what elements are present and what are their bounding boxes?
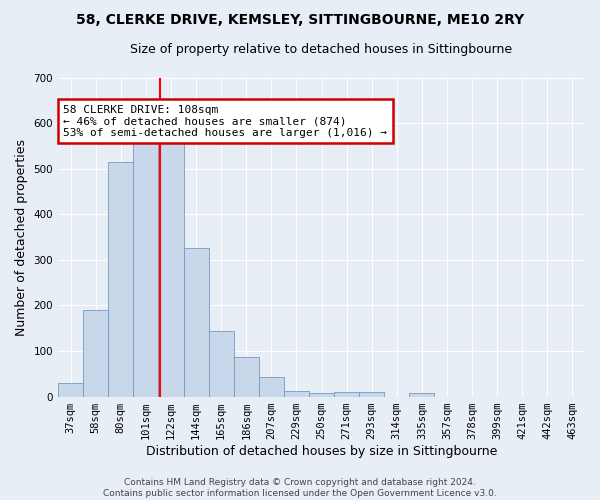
Bar bbox=[133, 137, 158, 396]
X-axis label: Distribution of detached houses by size in Sittingbourne: Distribution of detached houses by size … bbox=[146, 444, 497, 458]
Bar bbox=[184, 248, 209, 396]
Bar bbox=[108, 162, 133, 396]
Bar bbox=[284, 391, 309, 396]
Y-axis label: Number of detached properties: Number of detached properties bbox=[15, 138, 28, 336]
Bar bbox=[83, 310, 108, 396]
Bar bbox=[233, 357, 259, 397]
Text: Contains HM Land Registry data © Crown copyright and database right 2024.
Contai: Contains HM Land Registry data © Crown c… bbox=[103, 478, 497, 498]
Bar bbox=[334, 392, 359, 396]
Text: 58 CLERKE DRIVE: 108sqm
← 46% of detached houses are smaller (874)
53% of semi-d: 58 CLERKE DRIVE: 108sqm ← 46% of detache… bbox=[64, 104, 388, 138]
Bar bbox=[409, 393, 434, 396]
Bar bbox=[259, 378, 284, 396]
Bar bbox=[158, 138, 184, 396]
Title: Size of property relative to detached houses in Sittingbourne: Size of property relative to detached ho… bbox=[130, 42, 512, 56]
Bar bbox=[58, 383, 83, 396]
Text: 58, CLERKE DRIVE, KEMSLEY, SITTINGBOURNE, ME10 2RY: 58, CLERKE DRIVE, KEMSLEY, SITTINGBOURNE… bbox=[76, 12, 524, 26]
Bar bbox=[309, 393, 334, 396]
Bar bbox=[209, 332, 233, 396]
Bar bbox=[359, 392, 384, 396]
